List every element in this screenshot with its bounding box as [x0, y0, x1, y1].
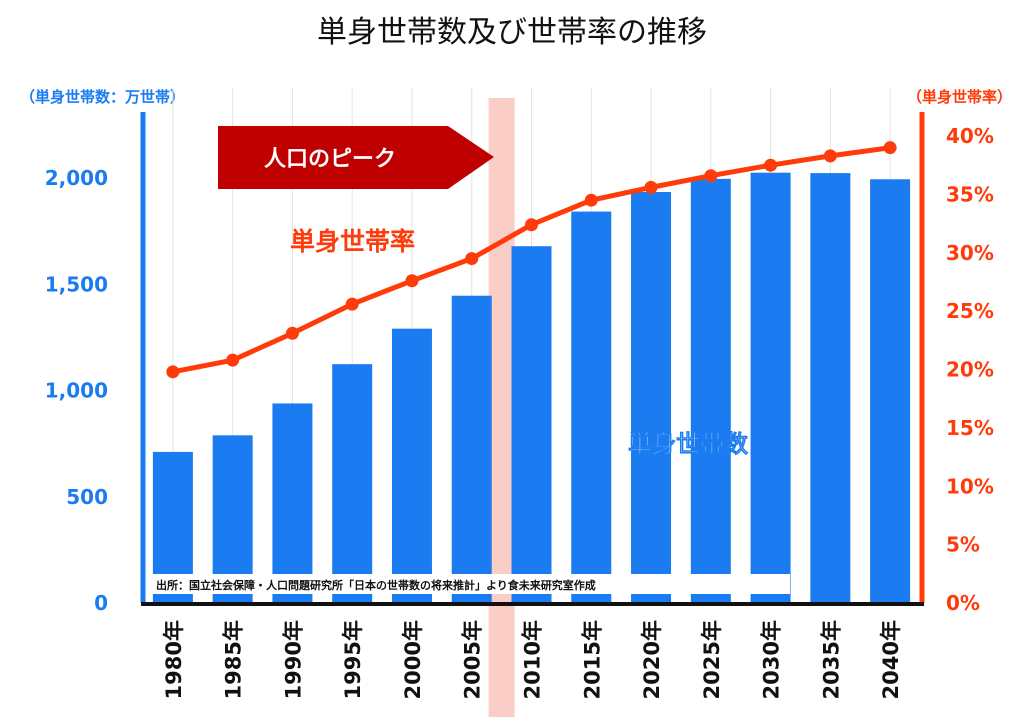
source-note: 出所：国立社会保障・人口問題研究所「日本の世帯数の将来推計」より食未来研究室作成: [156, 578, 596, 592]
peak-highlight-band: [488, 98, 515, 717]
x-tick-label: 1990年: [281, 620, 305, 699]
axes: [140, 112, 925, 606]
rate-point-2015年: [584, 193, 598, 207]
rate-point-2020年: [644, 180, 658, 194]
x-tick-label: 2010年: [521, 620, 545, 699]
y-right-tick-label: 15%: [946, 416, 994, 440]
x-tick-label: 1980年: [162, 620, 186, 699]
rate-point-1980年: [166, 365, 180, 379]
x-tick-label: 2025年: [700, 620, 724, 699]
y-right-tick-label: 25%: [946, 299, 994, 323]
tick-labels: 0 500 1,000 1,500 2,000 0% 5% 10% 15% 20% 25% 30% 35…: [45, 124, 994, 699]
bar-2040年: [870, 179, 911, 603]
bar-2000年: [391, 328, 432, 603]
x-tick-label: 2015年: [580, 620, 604, 699]
rate-point-1990年: [285, 326, 299, 340]
bar-2010年: [511, 246, 552, 603]
bar-2025年: [690, 178, 731, 603]
rate-point-2030年: [764, 158, 778, 172]
rate-point-2025年: [704, 169, 718, 183]
rate-point-2010年: [525, 218, 538, 232]
y-left-tick-label: 0: [94, 591, 108, 615]
bar-1990年: [272, 403, 313, 603]
y-right-tick-label: 30%: [946, 241, 994, 265]
bar-2035年: [810, 173, 851, 604]
peak-arrow-shape: [218, 126, 494, 189]
source-note-background: [150, 574, 790, 594]
x-tick-label: 2000年: [401, 620, 425, 699]
bar-2020年: [631, 192, 672, 603]
x-tick-label: 2040年: [879, 620, 903, 699]
y-right-tick-label: 40%: [946, 124, 994, 148]
x-tick-label: 2020年: [640, 620, 664, 699]
x-tick-label: 2030年: [760, 620, 784, 699]
x-tick-label: 2035年: [819, 620, 843, 699]
y-left-tick-label: 2,000: [45, 166, 108, 190]
x-tick-label: 1995年: [341, 620, 365, 699]
y-right-axis-label: （単身世帯率）: [907, 88, 1012, 106]
rate-point-1995年: [345, 297, 359, 311]
x-tick-label: 1985年: [222, 620, 246, 699]
peak-annotation: 人口のピーク: [218, 126, 494, 189]
y-left-tick-label: 1,500: [45, 272, 108, 296]
rate-point-2000年: [405, 274, 419, 288]
bar-2015年: [571, 211, 612, 603]
y-right-tick-label: 0%: [946, 591, 980, 615]
bar-1995年: [332, 364, 373, 603]
line-series-group: [166, 141, 897, 379]
chart-title: 単身世帯数及び世帯率の推移: [317, 15, 707, 50]
bar-2005年: [451, 295, 492, 603]
rate-point-2040年: [883, 141, 897, 155]
y-left-axis-label: （単身世帯数：万世帯）: [20, 88, 185, 106]
y-right-tick-label: 20%: [946, 358, 994, 382]
x-tick-label: 2005年: [461, 620, 485, 699]
bar-2030年: [750, 172, 791, 603]
peak-label: 人口のピーク: [264, 147, 396, 172]
y-left-tick-label: 1,000: [45, 379, 108, 403]
rate-point-2035年: [823, 149, 837, 163]
y-left-tick-label: 500: [66, 485, 108, 509]
highlight-band: [488, 98, 515, 717]
line-series-label: 単身世帯率: [290, 227, 415, 256]
rate-point-2005年: [465, 252, 479, 266]
bar-series-label: 単身世帯数: [628, 430, 749, 458]
y-right-tick-label: 35%: [946, 182, 994, 206]
rate-point-1985年: [226, 353, 240, 367]
y-right-tick-label: 10%: [946, 474, 994, 498]
y-right-tick-label: 5%: [946, 533, 980, 557]
